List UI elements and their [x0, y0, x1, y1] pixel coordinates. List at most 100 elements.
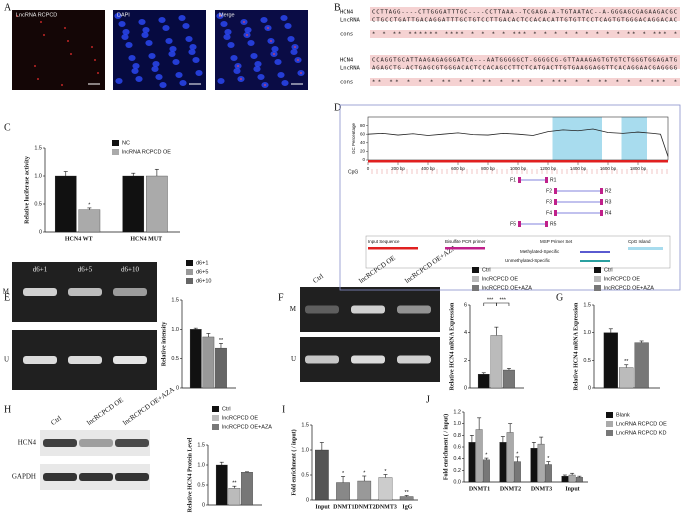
x-tick-label: 600 bp — [451, 166, 465, 171]
legend-swatch — [212, 406, 219, 412]
nucleus — [230, 55, 238, 61]
bar — [228, 488, 241, 506]
significance: * — [88, 202, 91, 208]
bar — [54, 175, 77, 233]
bar — [482, 459, 490, 483]
primer — [554, 188, 557, 194]
nucleus — [224, 29, 232, 35]
lane-label: d6+5 — [78, 266, 93, 274]
bar — [189, 329, 202, 389]
band — [79, 439, 113, 447]
nucleus — [250, 53, 258, 59]
row-label: M — [3, 288, 10, 296]
nucleus — [118, 21, 126, 27]
y-tick-label: 40 — [360, 140, 366, 145]
band — [23, 356, 57, 364]
y-tick-label: 0.5 — [34, 201, 42, 207]
nucleus — [141, 32, 149, 38]
nucleus — [195, 70, 203, 76]
nucleus — [169, 46, 177, 52]
y-tick-label: 1.5 — [171, 297, 179, 303]
legend-swatch — [472, 267, 479, 273]
primer — [554, 210, 557, 216]
x-tick-label: 1800 bp — [630, 166, 647, 171]
nucleus — [128, 55, 136, 61]
nucleus — [121, 34, 129, 40]
nucleus — [151, 66, 159, 72]
y-axis-label: Fold enrichment ( / input) — [290, 429, 297, 495]
bar — [378, 477, 393, 501]
legend-label: Unmethylated-Specific — [505, 258, 551, 263]
y-tick-label: 60 — [360, 131, 366, 136]
sequence-name: cons — [340, 80, 353, 86]
band — [115, 473, 149, 481]
lane-label: d6+10 — [121, 266, 139, 274]
bar — [357, 480, 372, 501]
band — [351, 355, 385, 364]
significance: ** — [405, 490, 410, 496]
y-axis-label: Relative intensity — [161, 322, 167, 367]
bar — [336, 482, 350, 501]
x-tick-label: Input — [315, 504, 329, 510]
bar — [468, 442, 476, 483]
nucleus — [277, 72, 285, 78]
legend-swatch — [112, 149, 119, 155]
y-tick-label: 80 — [360, 123, 366, 128]
nucleus — [274, 59, 282, 65]
cpg-label: CpG — [348, 169, 358, 175]
bar — [490, 335, 503, 389]
nucleus — [188, 49, 196, 55]
primer-label: F2 — [546, 188, 552, 194]
y-tick-label: 0.5 — [301, 472, 309, 478]
lane-label: lncRCPCD OE — [85, 396, 124, 427]
image-label: LncRNA RCPCD — [16, 12, 57, 18]
primer-label: R1 — [550, 177, 557, 183]
nucleus — [162, 25, 170, 31]
signal-dot — [97, 72, 99, 74]
primer — [600, 210, 603, 216]
y-tick-label: 0.5 — [197, 482, 205, 488]
bracket — [496, 302, 510, 306]
significance: * — [485, 453, 488, 459]
signal-dot — [297, 59, 299, 61]
sequence-name: LncRNA — [340, 18, 361, 24]
nucleus — [172, 59, 180, 65]
x-tick-label: 1200 bp — [540, 166, 557, 171]
y-tick-label: 0.0 — [453, 479, 461, 485]
primer-label: F5 — [510, 221, 516, 227]
cpg-island — [552, 117, 602, 160]
signal-dot — [34, 65, 36, 67]
legend-label: lncRCPCD OE — [482, 276, 518, 282]
nucleus — [192, 57, 200, 63]
signal-dot — [64, 27, 66, 29]
primer-label: R2 — [605, 188, 612, 194]
nucleus — [284, 23, 292, 29]
y-tick-label: 0 — [202, 502, 205, 508]
band — [115, 439, 149, 447]
nucleus — [138, 19, 146, 25]
legend-label: lncRCPCD OE+AZA — [482, 285, 532, 291]
nucleus — [178, 15, 186, 21]
legend-label: Bisulfite PCR primer — [445, 239, 486, 244]
y-tick-label: 1.5 — [301, 422, 309, 428]
nucleus — [257, 74, 265, 80]
signal-dot — [219, 15, 221, 17]
band — [68, 356, 102, 364]
significance: ** — [624, 359, 629, 365]
y-tick-label: 1.5 — [583, 302, 591, 308]
nucleus — [233, 68, 241, 74]
signal-dot — [70, 53, 72, 55]
signal-dot — [246, 34, 248, 36]
band — [43, 439, 77, 447]
y-tick-label: 0 — [176, 385, 179, 391]
sequence-name: HCN4 — [340, 58, 354, 64]
legend-label: NC — [122, 140, 130, 146]
y-tick-label: 1.0 — [197, 462, 205, 468]
legend-swatch — [112, 140, 119, 146]
legend-swatch — [606, 421, 613, 427]
legend-label: d6+1 — [196, 260, 208, 266]
sequence-name: LncRNA — [340, 66, 361, 72]
bar — [241, 472, 253, 506]
y-tick-label: 0.4 — [453, 456, 461, 462]
y-tick-label: 2 — [464, 358, 467, 364]
